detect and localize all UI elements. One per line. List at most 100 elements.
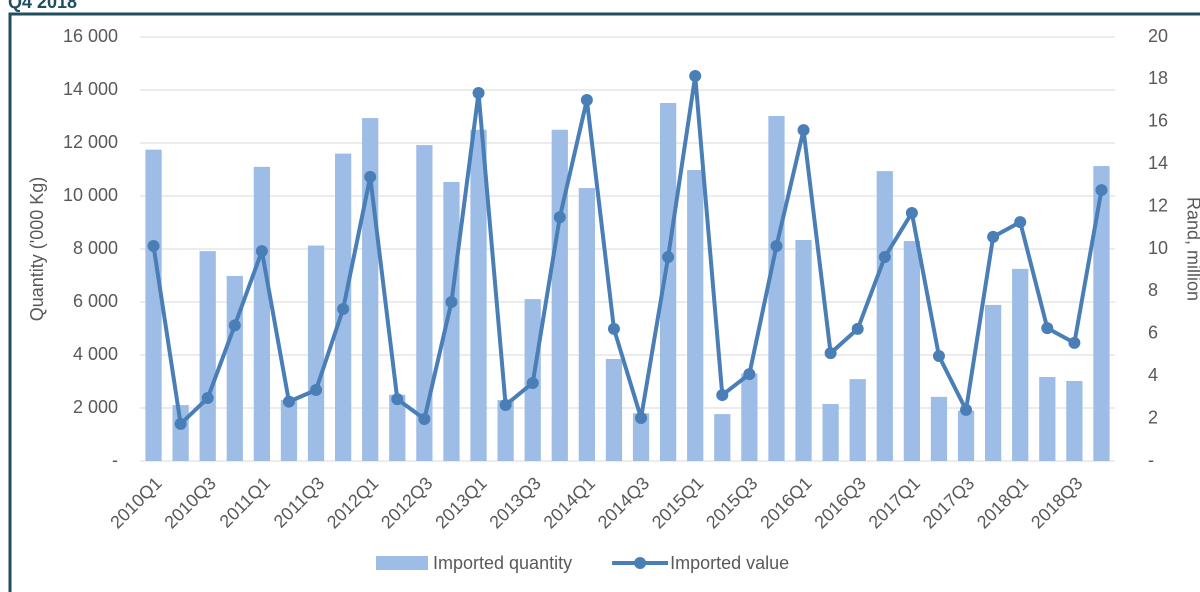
marker — [391, 393, 404, 406]
y-tick-label: 6 000 — [73, 291, 118, 311]
y2-tick-label: 2 — [1148, 407, 1158, 427]
bar — [660, 102, 677, 462]
bar — [1039, 376, 1056, 461]
x-tick-label: 2017Q1 — [865, 473, 924, 532]
bar — [226, 276, 243, 461]
y-tick-label: 8 000 — [73, 238, 118, 258]
bar — [416, 145, 433, 461]
bar — [1093, 166, 1110, 461]
bar — [551, 129, 568, 461]
marker — [445, 296, 458, 308]
x-tick-label: 2010Q1 — [106, 473, 165, 532]
y-tick-label: 12 000 — [63, 132, 118, 152]
x-tick-label: 2013Q3 — [485, 473, 544, 532]
marker — [553, 211, 566, 224]
bar — [1066, 380, 1083, 461]
x-tick-label: 2018Q3 — [1027, 473, 1086, 532]
bar — [145, 149, 162, 461]
bar — [497, 400, 514, 461]
marker — [905, 206, 918, 219]
marker — [364, 170, 377, 183]
x-tick-label: 2015Q1 — [648, 473, 707, 532]
bar — [389, 394, 406, 461]
marker — [310, 383, 323, 396]
x-tick-label: 2015Q3 — [702, 473, 761, 532]
marker — [607, 322, 620, 335]
marker — [851, 322, 864, 335]
marker — [689, 70, 702, 83]
bar — [876, 171, 893, 461]
bar — [687, 170, 704, 461]
y2-tick-label: 8 — [1148, 280, 1158, 300]
x-tick-label: 2017Q3 — [919, 473, 978, 532]
y2-tick-label: 18 — [1148, 68, 1168, 88]
chart-title: Q4 2018 — [8, 0, 77, 12]
bar — [741, 373, 758, 461]
legend-swatch — [634, 557, 647, 569]
y-tick-label: 2 000 — [73, 397, 118, 417]
y2-tick-label: 10 — [1148, 238, 1168, 258]
y2-tick-label: 14 — [1148, 153, 1168, 173]
bar — [470, 129, 487, 461]
marker — [255, 245, 268, 258]
x-tick-label: 2012Q3 — [377, 473, 436, 532]
marker — [472, 86, 485, 99]
marker — [716, 389, 729, 402]
legend-swatch — [376, 556, 428, 570]
marker — [1095, 184, 1108, 197]
y2-tick-label: - — [1148, 450, 1154, 470]
marker — [228, 319, 241, 332]
marker — [987, 230, 1000, 243]
bar — [362, 118, 379, 461]
marker — [499, 399, 512, 412]
bar — [443, 181, 460, 461]
y-tick-label: 14 000 — [63, 79, 118, 99]
x-tick-label: 2011Q1 — [216, 473, 274, 531]
marker — [418, 413, 431, 426]
x-tick-label: 2013Q1 — [431, 473, 490, 532]
legend-label: Imported value — [670, 553, 789, 573]
bar — [578, 188, 595, 462]
marker — [960, 403, 973, 416]
bar — [632, 413, 650, 461]
bar — [795, 239, 812, 461]
bar — [930, 396, 948, 461]
x-tick-label: 2012Q1 — [323, 473, 382, 532]
x-tick-label: 2014Q1 — [540, 473, 599, 532]
marker — [932, 350, 945, 363]
bar — [822, 404, 839, 461]
x-tick-label: 2010Q3 — [160, 473, 219, 532]
x-tick-label: 2014Q3 — [594, 473, 653, 532]
y2-tick-label: 16 — [1148, 111, 1168, 131]
marker — [1068, 336, 1081, 349]
marker — [1041, 322, 1054, 335]
marker — [282, 395, 295, 408]
y-axis-label: Quantity ('000 Kg) — [27, 177, 47, 322]
bar — [957, 410, 975, 461]
bar — [199, 251, 216, 461]
bar — [903, 241, 920, 461]
bar — [253, 166, 270, 461]
legend-label: Imported quantity — [433, 553, 572, 573]
marker — [201, 392, 214, 405]
bar — [849, 379, 866, 461]
y2-tick-label: 12 — [1148, 195, 1168, 215]
bar — [280, 400, 298, 461]
bar — [605, 358, 623, 461]
y2-tick-label: 20 — [1148, 26, 1168, 46]
marker — [337, 302, 350, 315]
bar — [768, 115, 785, 461]
y-tick-label: 4 000 — [73, 344, 118, 364]
marker — [824, 347, 837, 360]
y2-tick-label: 4 — [1148, 365, 1158, 385]
marker — [635, 411, 648, 424]
y-tick-label: - — [112, 450, 118, 470]
line — [151, 74, 1104, 426]
bar — [307, 245, 325, 461]
marker — [797, 124, 810, 137]
bar — [714, 414, 731, 461]
marker — [770, 240, 783, 253]
bar — [985, 304, 1002, 461]
marker — [526, 376, 539, 389]
